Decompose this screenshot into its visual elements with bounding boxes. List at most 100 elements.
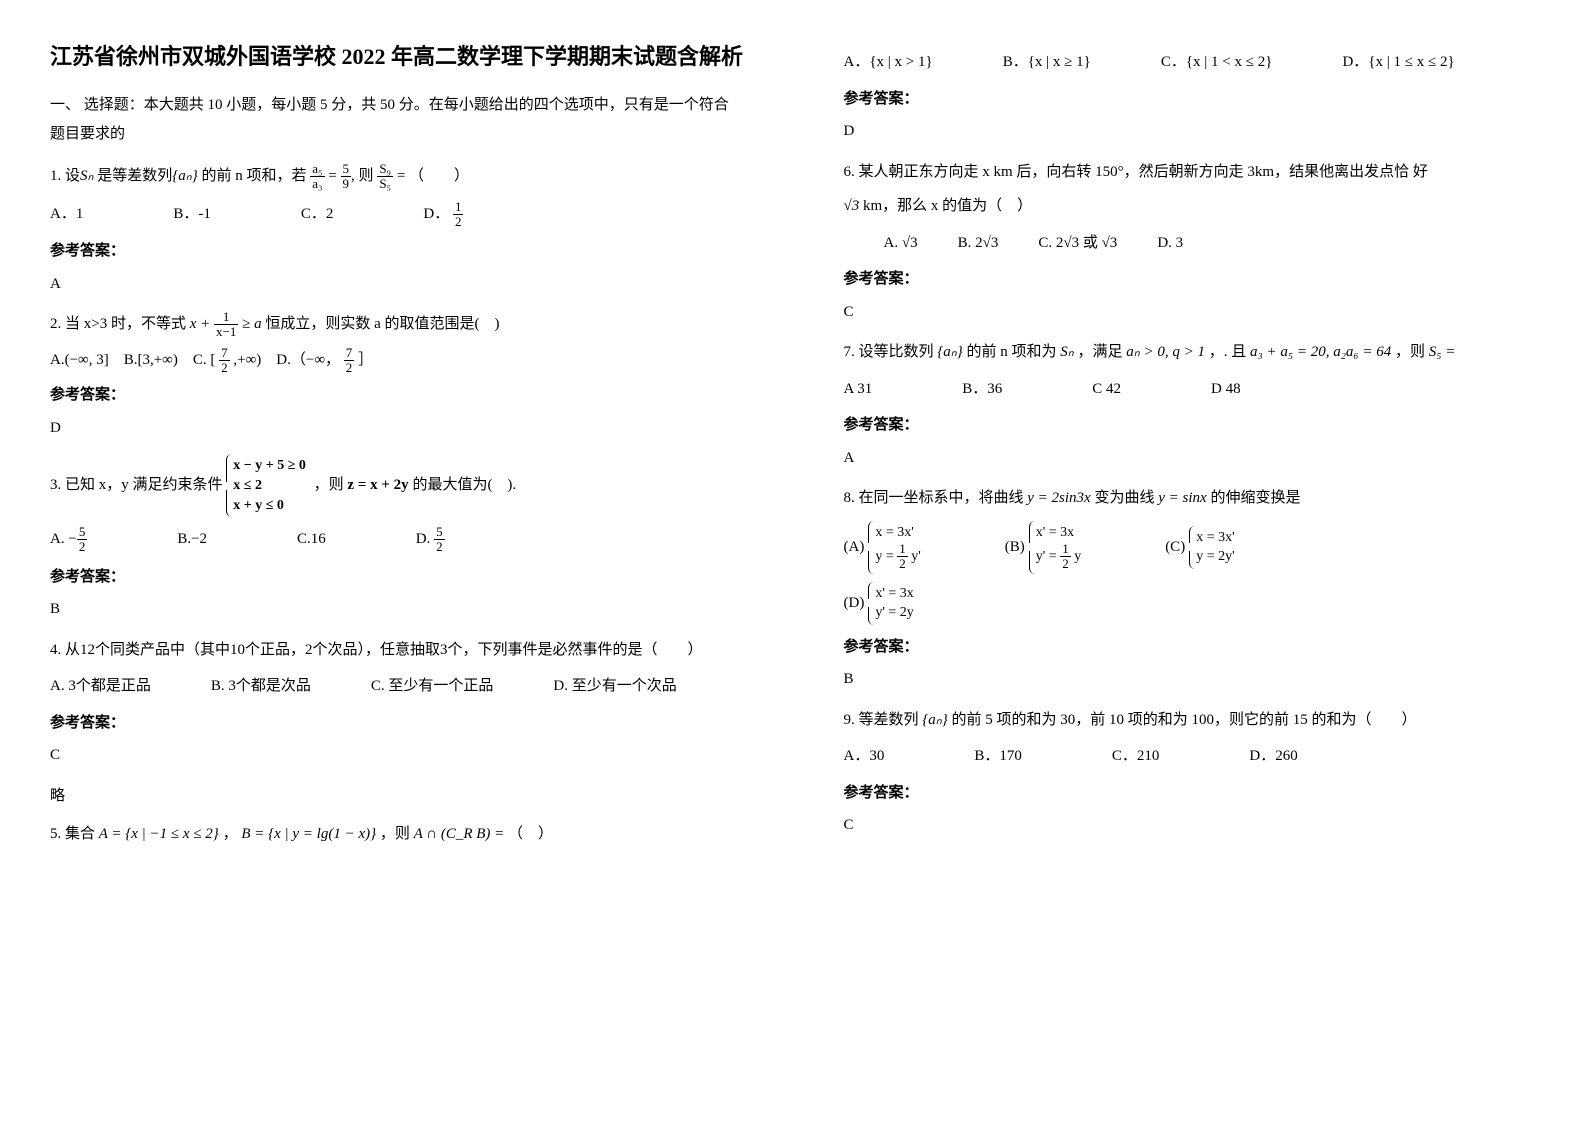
set-a: A = {x | −1 ≤ x ≤ 2} bbox=[99, 826, 219, 842]
text: ］ bbox=[358, 352, 373, 368]
text: ，则 bbox=[314, 477, 344, 493]
answer: C bbox=[844, 811, 1538, 840]
option-a: A．1 bbox=[50, 200, 83, 230]
options-row: A．30 B．170 C．210 D．260 bbox=[844, 742, 1538, 771]
option-d: D. 3 bbox=[1157, 229, 1183, 258]
s5: S₅ = bbox=[1429, 344, 1456, 360]
root3: √3 bbox=[844, 198, 860, 214]
left-column: 江苏省徐州市双城外国语学校 2022 年高二数学理下学期期末试题含解析 一、 选… bbox=[0, 0, 794, 1122]
text: km，那么 x 的值为（ ） bbox=[863, 198, 1032, 214]
options-row: A. −52 B.−2 C.16 D. 52 bbox=[50, 525, 744, 555]
sn: Sₙ bbox=[1060, 344, 1073, 360]
fraction: 72 bbox=[344, 346, 355, 376]
text: ，则 bbox=[380, 826, 410, 842]
fraction: 12 bbox=[897, 542, 908, 572]
text: ， bbox=[223, 826, 238, 842]
problem-2: 2. 当 x>3 时，不等式 x + 1x−1 ≥ a 恒成立，则实数 a 的取… bbox=[50, 310, 744, 340]
option-b: B．-1 bbox=[173, 200, 211, 230]
text: 3. 已知 x，y 满足约束条件 bbox=[50, 477, 223, 493]
text: 变为曲线 bbox=[1094, 490, 1154, 506]
expr: A ∩ (C_R B) = bbox=[414, 826, 505, 842]
right-column: A．{x | x > 1} B．{x | x ≥ 1} C．{x | 1 < x… bbox=[794, 0, 1587, 1122]
option-a: A．30 bbox=[844, 742, 885, 771]
answer-label: 参考答案： bbox=[50, 563, 744, 592]
text: = bbox=[328, 168, 336, 184]
text: z = x + 2y bbox=[347, 477, 408, 493]
text: , bbox=[351, 168, 355, 184]
option-c: C. 2√3 或 √3 bbox=[1038, 229, 1117, 258]
answer: D bbox=[50, 414, 744, 443]
option-a: A. −52 bbox=[50, 525, 87, 555]
answer: C bbox=[844, 298, 1538, 327]
problem-8: 8. 在同一坐标系中，将曲线 y = 2sin3x 变为曲线 y = sinx … bbox=[844, 484, 1538, 513]
problem-1: 1. 设Sₙ 是等差数列{aₙ} 的前 n 项和，若 a₅a₃ = 59, 则 … bbox=[50, 162, 744, 192]
text: ，则 bbox=[1395, 344, 1425, 360]
option-b: B. 2√3 bbox=[958, 229, 999, 258]
option-c: C．{x | 1 < x ≤ 2} bbox=[1161, 48, 1273, 77]
options-row: A.(−∞, 3] B.[3,+∞) C. [ 72 ,+∞) D.（−∞， 7… bbox=[50, 346, 744, 376]
text: ,+∞) D.（−∞， bbox=[233, 352, 340, 368]
system: x = 3x' y = 2y' bbox=[1189, 526, 1238, 569]
option-b: B．170 bbox=[974, 742, 1022, 771]
text: （ ） bbox=[409, 168, 469, 184]
answer-label: 参考答案： bbox=[844, 779, 1538, 808]
text: ，满足 bbox=[1078, 344, 1123, 360]
text: 6. 某人朝正东方向走 x km 后，向右转 150°，然后朝新方向走 3km，… bbox=[844, 164, 1428, 180]
option-c: C 42 bbox=[1092, 375, 1121, 404]
answer: B bbox=[50, 595, 744, 624]
fraction: 59 bbox=[341, 162, 352, 192]
cond: a₃ + a₅ = 20, a₂a₆ = 64 bbox=[1250, 344, 1391, 360]
text: 的前 5 项的和为 30，前 10 项的和为 100，则它的前 15 的和为（ … bbox=[952, 712, 1417, 728]
option-d: D 48 bbox=[1211, 375, 1241, 404]
system: x = 3x' y = 12 y' bbox=[868, 521, 924, 574]
problem-4: 4. 从12个同类产品中（其中10个正品，2个次品），任意抽取3个，下列事件是必… bbox=[50, 636, 744, 665]
option-a: (A) x = 3x' y = 12 y' bbox=[844, 521, 925, 574]
cond: aₙ > 0, q > 1 bbox=[1126, 344, 1205, 360]
note: 略 bbox=[50, 782, 744, 811]
text: 的伸缩变换是 bbox=[1210, 490, 1300, 506]
options-row: A 31 B．36 C 42 D 48 bbox=[844, 375, 1538, 404]
system: x − y + 5 ≥ 0 x ≤ 2 x + y ≤ 0 bbox=[226, 454, 310, 517]
option-c: C. 至少有一个正品 bbox=[371, 672, 494, 701]
option-d: (D) x' = 3x y' = 2y bbox=[844, 582, 918, 625]
answer: C bbox=[50, 741, 744, 770]
options-row: A．{x | x > 1} B．{x | x ≥ 1} C．{x | 1 < x… bbox=[844, 48, 1538, 77]
section-head: 一、 选择题：本大题共 10 小题，每小题 5 分，共 50 分。在每小题给出的… bbox=[50, 91, 744, 148]
text: 9. 等差数列 bbox=[844, 712, 919, 728]
options-row: A. √3 B. 2√3 C. 2√3 或 √3 D. 3 bbox=[884, 229, 1538, 258]
answer-label: 参考答案： bbox=[844, 265, 1538, 294]
problem-5: 5. 集合 A = {x | −1 ≤ x ≤ 2} ， B = {x | y … bbox=[50, 820, 744, 849]
fraction: 1x−1 bbox=[214, 310, 238, 340]
text: 7. 设等比数列 bbox=[844, 344, 934, 360]
an: {aₙ} bbox=[937, 344, 962, 360]
system: x' = 3x y' = 2y bbox=[868, 582, 917, 625]
option-a: A 31 bbox=[844, 375, 873, 404]
option-a: A. √3 bbox=[884, 229, 918, 258]
fraction: 12 bbox=[453, 200, 464, 230]
text: 则 bbox=[359, 168, 374, 184]
option-d: D． 12 bbox=[423, 200, 463, 230]
option-d: D. 至少有一个次品 bbox=[553, 672, 676, 701]
text: ≥ a bbox=[242, 316, 261, 332]
option-d: D. 52 bbox=[416, 525, 445, 555]
option-b: (B) x' = 3x y' = 12 y bbox=[1005, 521, 1085, 574]
answer-label: 参考答案： bbox=[844, 411, 1538, 440]
text: x + bbox=[190, 316, 211, 332]
curve: y = 2sin3x bbox=[1027, 490, 1090, 506]
fraction: 72 bbox=[219, 346, 230, 376]
answer-label: 参考答案： bbox=[50, 237, 744, 266]
fraction: 52 bbox=[77, 525, 88, 555]
text: 恒成立，则实数 a 的取值范围是( ) bbox=[265, 316, 499, 332]
options-row: A. 3个都是正品 B. 3个都是次品 C. 至少有一个正品 D. 至少有一个次… bbox=[50, 672, 744, 701]
problem-6: 6. 某人朝正东方向走 x km 后，向右转 150°，然后朝新方向走 3km，… bbox=[844, 158, 1538, 187]
option-a: A. 3个都是正品 bbox=[50, 672, 151, 701]
text: 的前 n 项和，若 bbox=[202, 168, 307, 184]
option-b: B．36 bbox=[962, 375, 1002, 404]
text: 1. 设 bbox=[50, 168, 80, 184]
text: 是等差数列 bbox=[97, 168, 172, 184]
text: 的最大值为( ). bbox=[412, 477, 516, 493]
system-options-row1: (A) x = 3x' y = 12 y' (B) x' = 3x y' = 1… bbox=[844, 521, 1538, 574]
text: ，. 且 bbox=[1209, 344, 1247, 360]
answer-label: 参考答案： bbox=[844, 633, 1538, 662]
answer-label: 参考答案： bbox=[844, 85, 1538, 114]
